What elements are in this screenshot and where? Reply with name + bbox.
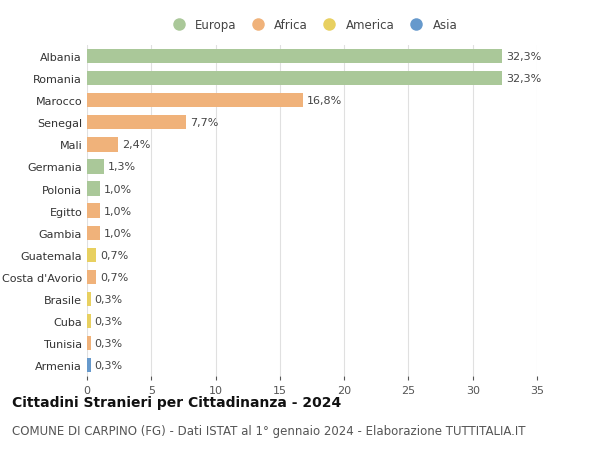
Text: 7,7%: 7,7% [190,118,218,128]
Bar [87,314,91,329]
Text: 16,8%: 16,8% [307,96,342,106]
Text: 32,3%: 32,3% [506,52,541,62]
Bar [87,182,100,196]
Bar [87,50,502,64]
Text: 0,3%: 0,3% [95,294,123,304]
Text: 1,0%: 1,0% [104,206,132,216]
Bar [87,292,91,307]
Bar [87,270,96,285]
Bar [87,248,96,263]
Bar [87,358,91,373]
Bar [87,116,186,130]
Bar [87,336,91,351]
Bar [87,72,502,86]
Text: 0,3%: 0,3% [95,316,123,326]
Text: Cittadini Stranieri per Cittadinanza - 2024: Cittadini Stranieri per Cittadinanza - 2… [12,395,341,409]
Text: 1,3%: 1,3% [107,162,136,172]
Text: 0,7%: 0,7% [100,272,128,282]
Text: 0,3%: 0,3% [95,360,123,370]
Text: 1,0%: 1,0% [104,184,132,194]
Text: 1,0%: 1,0% [104,228,132,238]
Text: 2,4%: 2,4% [122,140,150,150]
Bar [87,226,100,241]
Bar [87,94,303,108]
Legend: Europa, Africa, America, Asia: Europa, Africa, America, Asia [162,14,462,37]
Text: 0,7%: 0,7% [100,250,128,260]
Text: COMUNE DI CARPINO (FG) - Dati ISTAT al 1° gennaio 2024 - Elaborazione TUTTITALIA: COMUNE DI CARPINO (FG) - Dati ISTAT al 1… [12,424,526,437]
Text: 32,3%: 32,3% [506,74,541,84]
Text: 0,3%: 0,3% [95,338,123,348]
Bar [87,204,100,218]
Bar [87,160,104,174]
Bar [87,138,118,152]
